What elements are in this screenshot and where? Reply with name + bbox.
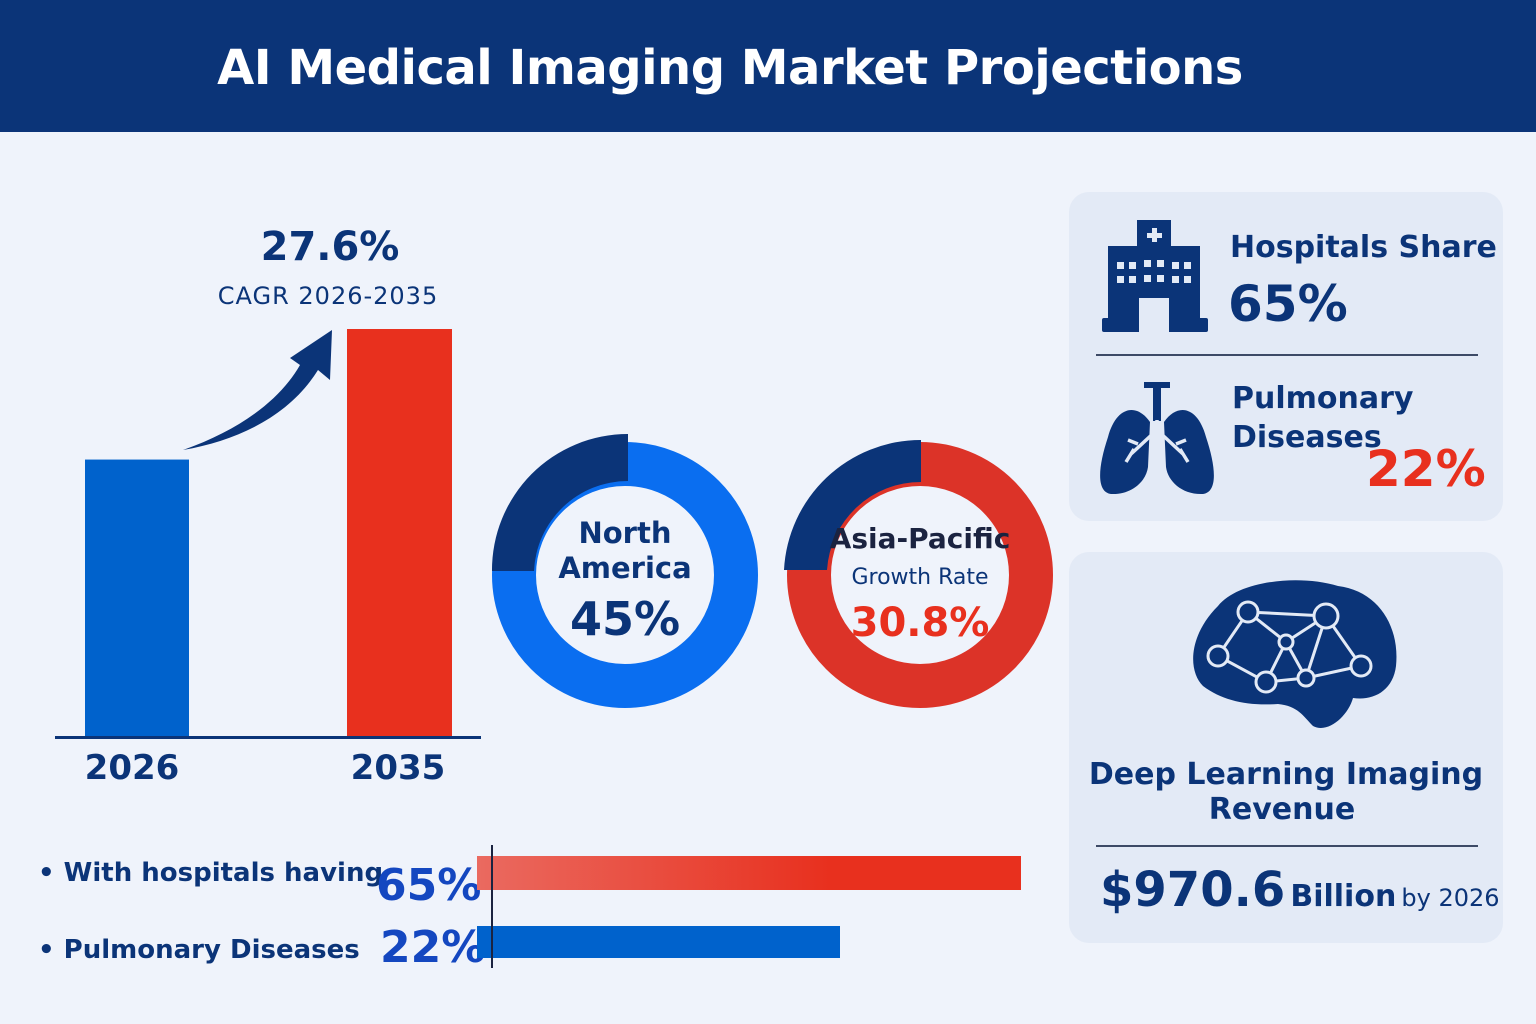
header-bar [0,0,1536,132]
revenue-suffix: by 2026 [1401,884,1500,912]
progress-item-hospitals: • With hospitals having [38,858,384,888]
hospitals-share-value: 65% [1228,275,1348,333]
donut2-label-line1: Asia-Pacific [829,522,1011,555]
bar-2026 [85,459,189,737]
revenue-amount: $970.6 [1100,862,1286,918]
page-title: AI Medical Imaging Market Projections [217,40,1243,96]
bar-2035 [347,329,452,737]
revenue-divider [1096,845,1478,847]
donut1-label-line1: North [578,516,672,550]
progress-axis-line [491,845,493,968]
lungs-icon [1100,382,1214,495]
hospital-icon [1102,220,1208,332]
cagr-label: CAGR 2026-2035 [217,282,439,310]
progress-item-pulmonary: • Pulmonary Diseases [38,935,360,965]
progress-bar-pulmonary [477,926,840,958]
progress-label: Pulmonary Diseases [63,935,360,965]
donut-accent-segment [491,434,628,571]
donut2-label-line2: Growth Rate [851,565,989,590]
donut-asia-pacific [784,439,1053,708]
donut-accent-segment [784,439,921,570]
brain-network-icon [1193,580,1397,728]
progress-bar-hospitals [477,856,1021,890]
revenue-unit: Billion [1290,879,1397,914]
donut1-label-line2: America [558,551,692,585]
pulmonary-value: 22% [1366,440,1486,498]
pulmonary-label-line1: Pulmonary [1232,381,1414,416]
donut-north-america [491,434,758,708]
growth-arrow-icon [183,330,332,450]
x-label-2035: 2035 [350,748,446,788]
revenue-amount-line: $970.6 Billion by 2026 [1100,862,1500,918]
hospitals-share-label: Hospitals Share [1230,230,1497,265]
chart-baseline [55,736,481,739]
growth-chart [55,329,481,739]
progress-value-pulmonary: 22% [380,922,486,973]
donut2-value: 30.8% [850,600,990,646]
progress-value-hospitals: 65% [376,860,482,911]
progress-label: With hospitals having [63,858,384,888]
pulmonary-label-line2: Diseases [1232,420,1382,455]
cagr-value: 27.6% [260,224,400,270]
donut1-value: 45% [569,592,681,646]
x-label-2026: 2026 [84,748,180,788]
revenue-title-line2: Revenue [1208,792,1356,827]
stats-divider [1096,354,1478,356]
revenue-title-line1: Deep Learning Imaging [1088,757,1484,792]
